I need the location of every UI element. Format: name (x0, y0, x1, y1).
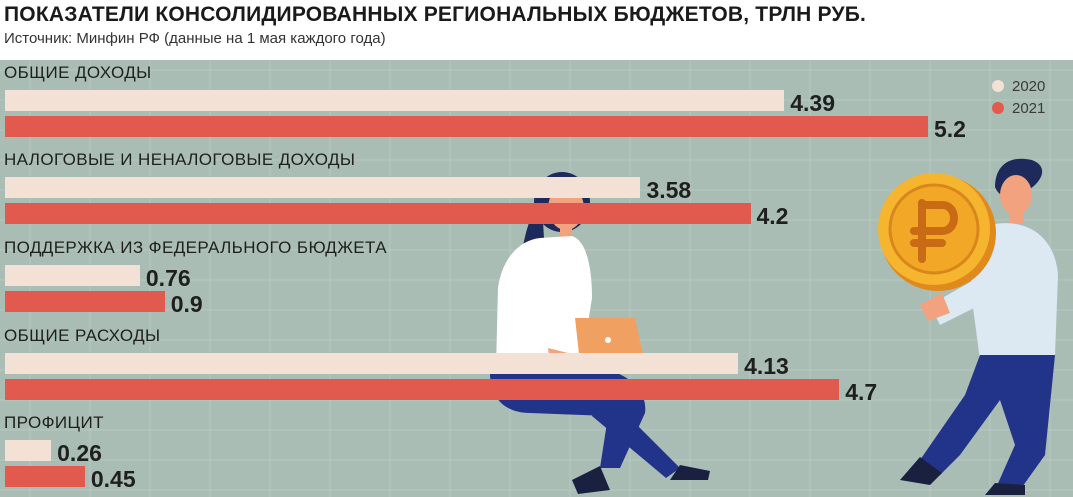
bar-2020 (5, 353, 739, 374)
legend-swatch-2021 (992, 102, 1004, 114)
bar-2021 (5, 203, 751, 224)
legend-item-2020: 2020 (992, 75, 1045, 97)
bar-2021 (5, 291, 165, 312)
legend-swatch-2020 (992, 80, 1004, 92)
category-label: ПОДДЕРЖКА ИЗ ФЕДЕРАЛЬНОГО БЮДЖЕТА (4, 238, 387, 257)
category-label: ПРОФИЦИТ (4, 413, 104, 432)
bar-2020 (5, 90, 785, 111)
category-label: НАЛОГОВЫЕ И НЕНАЛОГОВЫЕ ДОХОДЫ (4, 150, 356, 169)
value-label-2021: 4.7 (845, 379, 878, 405)
bar-2020 (5, 265, 140, 286)
man-carrying-coin-icon (878, 158, 1058, 495)
bar-2020 (5, 177, 641, 198)
chart-source: Источник: Минфин РФ (данные на 1 мая каж… (4, 30, 386, 47)
bar-2021 (5, 116, 928, 137)
category-label: ОБЩИЕ РАСХОДЫ (4, 326, 161, 345)
value-label-2020: 4.39 (790, 90, 835, 116)
bar-2021 (5, 466, 85, 487)
value-label-2021: 5.2 (934, 116, 966, 142)
legend-label-2020: 2020 (1012, 77, 1046, 95)
chart-title: ПОКАЗАТЕЛИ КОНСОЛИДИРОВАННЫХ РЕГИОНАЛЬНЫ… (4, 3, 867, 26)
bar-2021 (5, 379, 840, 400)
chart-legend: 2020 2021 (992, 75, 1045, 119)
category-label: ОБЩИЕ ДОХОДЫ (4, 63, 152, 82)
value-label-2021: 4.2 (756, 203, 789, 229)
value-label-2020: 0.26 (57, 440, 102, 466)
chart-panel: 2020 2021 ОБЩИЕ ДОХОДЫ 4.39 5.2 НАЛОГОВЫЕ И… (0, 60, 1073, 497)
legend-item-2021: 2021 (992, 97, 1045, 119)
value-label-2020: 3.58 (646, 177, 692, 203)
value-label-2021: 0.45 (90, 466, 136, 492)
value-label-2021: 0.9 (170, 291, 203, 317)
legend-label-2021: 2021 (1012, 99, 1046, 117)
value-label-2020: 4.13 (744, 353, 789, 379)
value-label-2020: 0.76 (145, 265, 191, 291)
bar-2020 (5, 440, 52, 461)
